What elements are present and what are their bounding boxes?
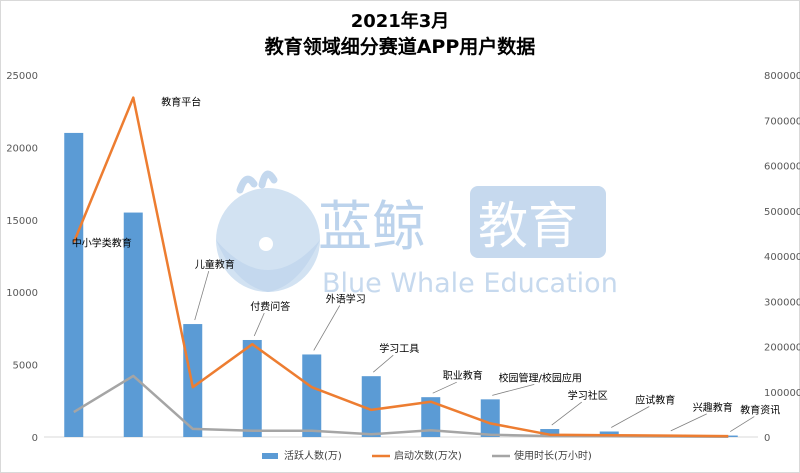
y-right-tick-label: 100000: [764, 388, 800, 399]
watermark-english: Blue Whale Education: [322, 268, 618, 299]
category-label: 付费问答: [250, 300, 290, 313]
label-leader-line: [492, 383, 535, 396]
bar: [242, 339, 262, 437]
watermark-spout-left: [236, 175, 258, 194]
bar: [421, 397, 441, 437]
category-label: 校园管理/校园应用: [499, 371, 582, 384]
legend-label: 活跃人数(万): [284, 449, 342, 462]
label-leader-line: [194, 270, 210, 321]
y-left-tick-label: 20000: [6, 143, 38, 154]
category-label: 职业教育: [443, 369, 483, 382]
category-label: 应试教育: [635, 393, 675, 406]
legend: 活跃人数(万) 启动次数(万次) 使用时长(万小时): [262, 449, 592, 462]
line-series: [72, 96, 729, 439]
category-label: 中小学类教育: [72, 236, 132, 249]
bar: [361, 376, 381, 437]
category-label: 儿童教育: [195, 258, 235, 271]
y-right-tick-label: 500000: [764, 207, 800, 218]
category-label: 学习工具: [379, 342, 419, 355]
y-right-tick-label: 600000: [764, 162, 800, 173]
bar: [183, 324, 203, 437]
y-left-tick-label: 0: [32, 433, 38, 444]
category-label: 学习社区: [568, 389, 608, 402]
label-leader-line: [372, 354, 394, 373]
y-right-tick-label: 200000: [764, 343, 800, 354]
label-leader-line: [730, 416, 755, 432]
y-right-tick-label: 0: [764, 433, 770, 444]
legend-label: 启动次数(万次): [394, 449, 462, 462]
category-label: 教育平台: [161, 96, 201, 109]
chart-title-line1: 2021年3月: [351, 10, 450, 32]
watermark-whale-belly: [216, 240, 320, 292]
category-label: 外语学习: [326, 292, 366, 305]
y-left-tick-label: 15000: [6, 216, 38, 227]
label-leader-line: [551, 401, 582, 426]
legend-swatch: [262, 453, 278, 459]
y-right-tick-label: 700000: [764, 116, 800, 127]
y-right-tick-label: 300000: [764, 297, 800, 308]
series-line: [72, 96, 729, 438]
chart-title-line2: 教育领域细分赛道APP用户数据: [265, 35, 536, 58]
label-leader-line: [313, 305, 341, 351]
watermark-spout-right: [258, 170, 278, 189]
bar: [540, 429, 560, 437]
y-right-tick-label: 800000: [764, 71, 800, 82]
label-leader-line: [611, 406, 650, 428]
right-axis: 0 100000 200000 300000 400000 500000 600000 700…: [764, 71, 800, 444]
bar: [302, 354, 322, 437]
bar: [64, 132, 84, 438]
label-leader-line: [253, 312, 265, 337]
watermark-whale-eye: [259, 237, 273, 251]
y-left-tick-label: 5000: [13, 361, 38, 372]
category-label: 教育资讯: [740, 404, 780, 417]
y-right-tick-label: 400000: [764, 252, 800, 263]
legend-label: 使用时长(万小时): [514, 449, 592, 462]
watermark: 蓝鲸 教育 Blue Whale Education: [216, 170, 618, 299]
watermark-chinese-b: 教育: [478, 197, 578, 255]
label-leader-line: [432, 381, 457, 394]
watermark-box: [470, 186, 606, 258]
y-left-tick-label: 10000: [6, 288, 38, 299]
label-leader-line: [670, 413, 707, 432]
watermark-chinese-a: 蓝鲸: [318, 195, 426, 258]
bar: [480, 399, 500, 437]
category-label: 兴趣教育: [693, 401, 733, 414]
y-left-tick-label: 25000: [6, 71, 38, 82]
